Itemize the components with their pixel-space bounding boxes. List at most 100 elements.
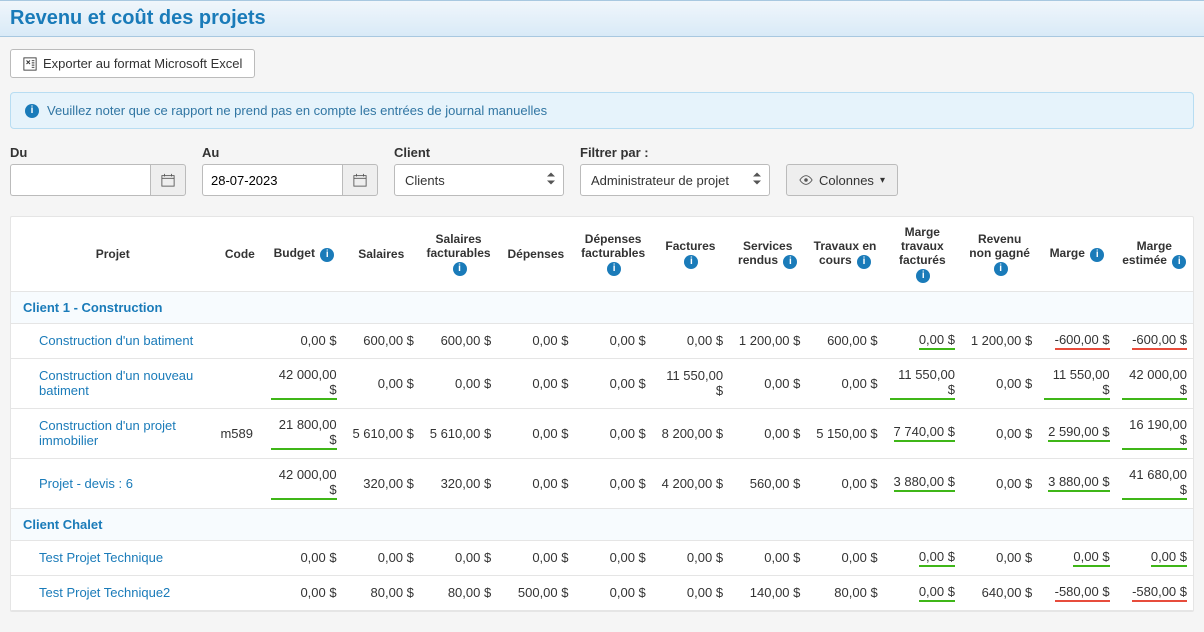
table-cell: 600,00 $	[343, 323, 420, 358]
th-margin-billed[interactable]: Marge travaux facturés i	[884, 217, 961, 291]
client-select-value: Clients	[405, 173, 445, 188]
cell-value: 320,00 $	[441, 476, 492, 491]
th-services[interactable]: Services rendus i	[729, 217, 806, 291]
th-expenses[interactable]: Dépenses	[497, 217, 574, 291]
filter-columns-spacer	[786, 145, 898, 160]
table-cell: 0,00 $	[497, 323, 574, 358]
table-cell: 320,00 $	[420, 458, 497, 508]
info-icon[interactable]: i	[1090, 248, 1104, 262]
project-link[interactable]: Test Projet Technique	[17, 550, 163, 565]
cell-value: 0,00 $	[610, 376, 646, 391]
cell-value: -580,00 $	[1055, 584, 1110, 602]
cell-value: 0,00 $	[842, 550, 878, 565]
cell-code	[214, 575, 265, 610]
table-cell: 0,00 $	[652, 575, 729, 610]
client-select[interactable]: Clients	[394, 164, 564, 196]
cell-project: Test Projet Technique2	[11, 575, 214, 610]
cell-value: 80,00 $	[448, 585, 491, 600]
cell-value: 80,00 $	[834, 585, 877, 600]
project-link[interactable]: Construction d'un projet immobilier	[17, 418, 208, 448]
table-cell: 0,00 $	[884, 323, 961, 358]
cell-value: 0,00 $	[687, 585, 723, 600]
th-budget[interactable]: Budget i	[265, 217, 342, 291]
th-wip[interactable]: Travaux en cours i	[806, 217, 883, 291]
date-to-picker-button[interactable]	[342, 164, 378, 196]
filter-to: Au	[202, 145, 378, 196]
th-margin[interactable]: Marge i	[1038, 217, 1115, 291]
cell-value: 0,00 $	[610, 585, 646, 600]
cell-value: 600,00 $	[363, 333, 414, 348]
cell-value: 4 200,00 $	[662, 476, 723, 491]
date-from-input[interactable]	[10, 164, 150, 196]
cell-value: 0,00 $	[300, 550, 336, 565]
filter-from: Du	[10, 145, 186, 196]
th-code[interactable]: Code	[214, 217, 265, 291]
table-cell: 0,00 $	[884, 540, 961, 575]
th-unearned[interactable]: Revenu non gagné i	[961, 217, 1038, 291]
th-billable-salaries[interactable]: Salaires facturables i	[420, 217, 497, 291]
info-icon[interactable]: i	[994, 262, 1008, 276]
th-salaries[interactable]: Salaires	[343, 217, 420, 291]
table-cell: -580,00 $	[1038, 575, 1115, 610]
project-link[interactable]: Test Projet Technique2	[17, 585, 170, 600]
info-icon[interactable]: i	[857, 255, 871, 269]
table-cell: 0,00 $	[574, 408, 651, 458]
info-icon[interactable]: i	[916, 269, 930, 283]
project-link[interactable]: Construction d'un nouveau batiment	[17, 368, 208, 398]
filter-from-label: Du	[10, 145, 186, 160]
table-cell: 0,00 $	[574, 458, 651, 508]
th-invoices[interactable]: Factures i	[652, 217, 729, 291]
table-cell: 0,00 $	[343, 358, 420, 408]
cell-value: 0,00 $	[996, 426, 1032, 441]
table-cell: 0,00 $	[729, 540, 806, 575]
alert-text: Veuillez noter que ce rapport ne prend p…	[47, 103, 547, 118]
table-row: Test Projet Technique2 0,00 $ 80,00 $ 80,00…	[11, 575, 1193, 610]
group-label[interactable]: Client Chalet	[11, 508, 1193, 540]
info-icon[interactable]: i	[1172, 255, 1186, 269]
cell-value: 0,00 $	[378, 376, 414, 391]
th-billable-expenses[interactable]: Dépenses facturables i	[574, 217, 651, 291]
table-cell: 41 680,00 $	[1116, 458, 1193, 508]
cell-value: 5 610,00 $	[352, 426, 413, 441]
project-link[interactable]: Construction d'un batiment	[17, 333, 193, 348]
info-icon[interactable]: i	[320, 248, 334, 262]
group-label[interactable]: Client 1 - Construction	[11, 291, 1193, 323]
cell-value: 0,00 $	[610, 476, 646, 491]
table-cell: 0,00 $	[265, 540, 342, 575]
table-cell: 0,00 $	[961, 540, 1038, 575]
th-project[interactable]: Projet	[11, 217, 214, 291]
cell-project: Projet - devis : 6	[11, 458, 214, 508]
date-from-picker-button[interactable]	[150, 164, 186, 196]
table-cell: 0,00 $	[497, 458, 574, 508]
date-to-input[interactable]	[202, 164, 342, 196]
filterby-select[interactable]: Administrateur de projet	[580, 164, 770, 196]
table-cell: 0,00 $	[343, 540, 420, 575]
cell-value: -580,00 $	[1132, 584, 1187, 602]
th-est-margin[interactable]: Marge estimée i	[1116, 217, 1193, 291]
cell-value: 42 000,00 $	[271, 467, 336, 500]
table-cell: 0,00 $	[961, 458, 1038, 508]
cell-value: 2 590,00 $	[1048, 424, 1109, 442]
info-icon[interactable]: i	[453, 262, 467, 276]
cell-value: 0,00 $	[764, 376, 800, 391]
calendar-icon	[161, 173, 175, 187]
table-cell: 0,00 $	[574, 575, 651, 610]
project-link[interactable]: Projet - devis : 6	[17, 476, 133, 491]
info-icon[interactable]: i	[607, 262, 621, 276]
cell-value: 5 610,00 $	[430, 426, 491, 441]
filter-columns: Colonnes ▾	[786, 145, 898, 196]
columns-button[interactable]: Colonnes ▾	[786, 164, 898, 196]
info-icon[interactable]: i	[783, 255, 797, 269]
excel-icon	[23, 57, 37, 71]
export-excel-button[interactable]: Exporter au format Microsoft Excel	[10, 49, 255, 78]
table-cell: -600,00 $	[1038, 323, 1115, 358]
info-icon[interactable]: i	[684, 255, 698, 269]
table-row: Construction d'un nouveau batiment42 000…	[11, 358, 1193, 408]
table-cell: 0,00 $	[729, 408, 806, 458]
table-cell: 0,00 $	[265, 575, 342, 610]
table-group-row: Client 1 - Construction	[11, 291, 1193, 323]
table-cell: 2 590,00 $	[1038, 408, 1115, 458]
table-group-row: Client Chalet	[11, 508, 1193, 540]
filterby-select-value: Administrateur de projet	[591, 173, 729, 188]
table-row: Construction d'un batiment 0,00 $ 600,00 $…	[11, 323, 1193, 358]
